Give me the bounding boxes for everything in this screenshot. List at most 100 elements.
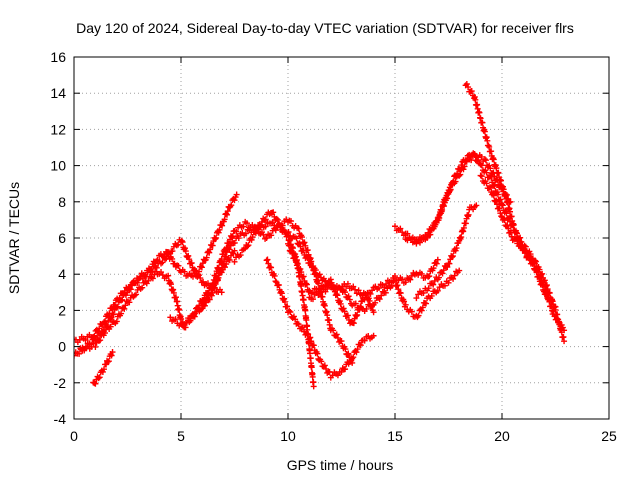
series-track-12 (413, 202, 480, 302)
data-point (121, 305, 128, 312)
data-point (298, 234, 305, 241)
data-point (452, 173, 459, 180)
data-point (244, 243, 251, 250)
data-point (216, 226, 223, 233)
data-point (233, 228, 240, 235)
data-point (182, 245, 189, 252)
data-point (186, 256, 193, 263)
data-point (457, 166, 464, 173)
data-point (476, 109, 483, 116)
data-point (493, 197, 500, 204)
data-point (90, 333, 97, 340)
data-point (122, 302, 129, 309)
data-point (175, 241, 182, 248)
data-point (370, 332, 377, 339)
data-point (210, 276, 217, 283)
data-point (475, 156, 482, 163)
data-point (393, 282, 400, 289)
data-point (300, 247, 307, 254)
data-point (302, 242, 309, 249)
data-point (491, 182, 498, 189)
data-point (270, 209, 277, 216)
x-tick-label: 5 (177, 428, 185, 444)
data-point (229, 233, 236, 240)
data-point (458, 162, 465, 169)
data-point (209, 242, 216, 249)
data-point (182, 248, 189, 255)
data-point (329, 372, 336, 379)
data-point (435, 217, 442, 224)
data-point (530, 260, 537, 267)
data-point (219, 222, 226, 229)
data-point (240, 223, 247, 230)
data-point (272, 227, 279, 234)
data-point (134, 279, 141, 286)
data-point (490, 192, 497, 199)
data-point (497, 210, 504, 217)
data-point (228, 234, 235, 241)
data-point (376, 296, 383, 303)
data-point (162, 256, 169, 263)
data-point (430, 281, 437, 288)
y-tick-label: 12 (50, 121, 66, 137)
data-point (312, 267, 319, 274)
data-point (342, 346, 349, 353)
data-point (290, 313, 297, 320)
data-point (341, 308, 348, 315)
data-point (327, 276, 334, 283)
data-point (286, 307, 293, 314)
y-tick-label: 2 (58, 302, 66, 318)
data-point (336, 298, 343, 305)
data-point (116, 294, 123, 301)
data-point (316, 271, 323, 278)
data-point (434, 287, 441, 294)
data-point (198, 264, 205, 271)
data-point (456, 267, 463, 274)
data-point (465, 211, 472, 218)
data-point (488, 174, 495, 181)
data-point (504, 222, 511, 229)
y-tick-label: 4 (58, 266, 66, 282)
data-point (176, 306, 183, 313)
data-point (431, 223, 438, 230)
chart-title: Day 120 of 2024, Sidereal Day-to-day VTE… (76, 20, 574, 36)
data-point (479, 119, 486, 126)
y-tick-label: 16 (50, 49, 66, 65)
data-point (342, 366, 349, 373)
data-point (552, 303, 559, 310)
data-point (317, 290, 324, 297)
data-point (109, 349, 116, 356)
data-point (263, 234, 270, 241)
data-point (550, 308, 557, 315)
data-point (428, 292, 435, 299)
data-point (200, 303, 207, 310)
data-point (494, 191, 501, 198)
data-point (478, 153, 485, 160)
data-point (317, 274, 324, 281)
ticks: 0 5 10 15 20 25 -4 -2 0 2 4 6 8 10 12 14 16 (50, 49, 617, 444)
data-point (444, 195, 451, 202)
data-point (319, 293, 326, 300)
data-point (223, 244, 230, 251)
data-point (126, 286, 133, 293)
data-point (483, 180, 490, 187)
data-point (230, 250, 237, 257)
data-point (425, 285, 432, 292)
data-point (110, 311, 117, 318)
data-point (188, 260, 195, 267)
data-point (338, 338, 345, 345)
data-point (453, 245, 460, 252)
data-point (561, 338, 568, 345)
data-point (512, 236, 519, 243)
data-point (303, 281, 310, 288)
data-point (292, 316, 299, 323)
data-point (431, 277, 438, 284)
data-point (228, 202, 235, 209)
data-point (242, 230, 249, 237)
data-point (518, 242, 525, 249)
data-point (539, 281, 546, 288)
data-point (264, 256, 271, 263)
data-point (439, 270, 446, 277)
data-point (404, 230, 411, 237)
data-point (401, 298, 408, 305)
